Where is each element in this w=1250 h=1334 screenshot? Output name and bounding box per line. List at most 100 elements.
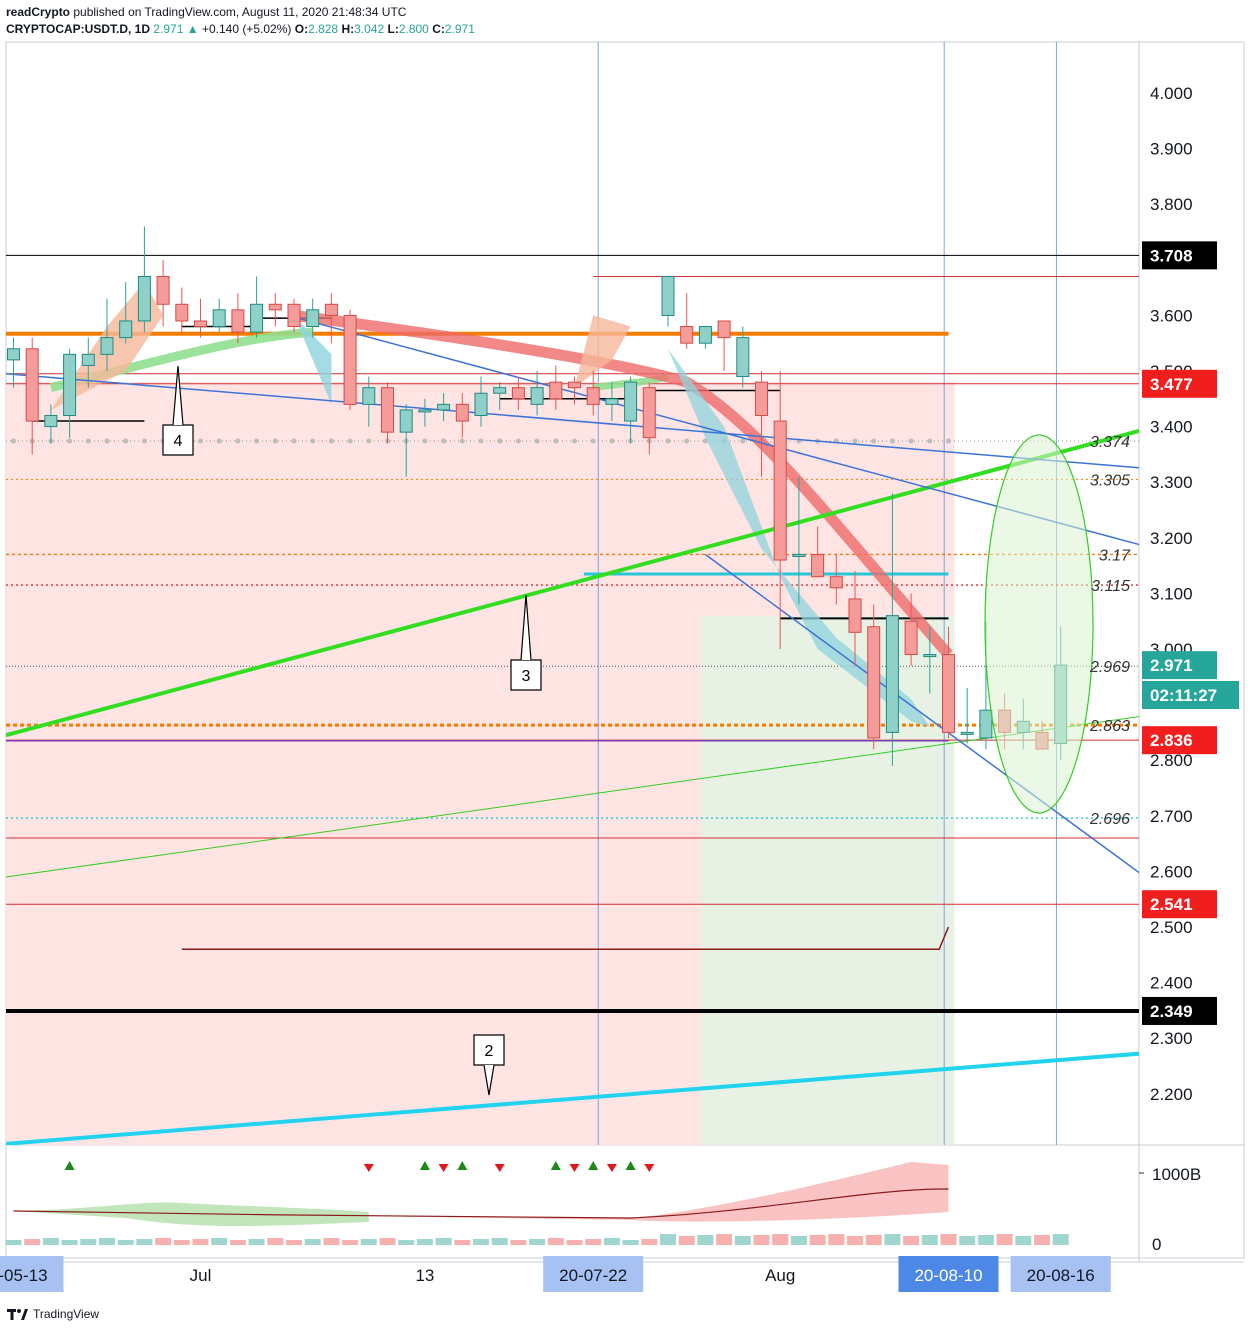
candle-body (100, 337, 114, 355)
signal-up-icon (550, 1161, 561, 1170)
callout-3: 3 (510, 594, 542, 691)
callout-2-label: 2 (485, 1043, 494, 1060)
candle-body (979, 709, 993, 739)
level-label: 3.115 (1091, 578, 1130, 595)
candle-body (399, 409, 413, 433)
x-axis-label: 20-05-13 (0, 1266, 48, 1285)
volume-bar (473, 1239, 489, 1245)
candle-body (437, 403, 451, 411)
volume-bar (959, 1236, 976, 1245)
y-tick-label: 3.200 (1150, 529, 1193, 548)
level-dot (908, 438, 914, 444)
y-tick-label: 3.600 (1150, 306, 1193, 325)
x-label-highlight (1010, 1256, 1111, 1292)
candle-body (904, 620, 918, 656)
callout-2-pointer (483, 1064, 495, 1096)
level-dot (123, 438, 129, 444)
publish-info: readCrypto published on TradingView.com,… (6, 5, 406, 19)
x-label-highlight (0, 1256, 64, 1292)
level-dot (11, 438, 16, 444)
indicator-green-cloud (13, 1202, 369, 1226)
price-badge: 2.836 (1150, 731, 1193, 750)
indicator-label-top: 1000B (1152, 1165, 1201, 1184)
x-axis-label: 20-08-16 (1027, 1266, 1095, 1285)
countdown-badge-bg (1142, 681, 1239, 709)
volume-bar (323, 1238, 340, 1245)
volume-bar (211, 1238, 228, 1245)
candle-body (642, 387, 656, 439)
candle-body (605, 398, 619, 405)
volume-bar (809, 1235, 826, 1245)
volume-bar (734, 1236, 751, 1245)
symbol-name: CRYPTOCAP:USDT.D, 1D (6, 22, 151, 36)
candle-body (848, 598, 862, 633)
y-tick-label: 3.800 (1150, 195, 1193, 214)
volume-bar (940, 1234, 957, 1245)
level-dot (459, 438, 465, 444)
volume-bar (585, 1239, 602, 1245)
open-value: 2.828 (308, 22, 339, 36)
candle-body (829, 576, 843, 589)
volume-bar (192, 1239, 209, 1245)
volume-bar (155, 1238, 172, 1245)
callout-2: 2 (473, 1034, 505, 1096)
y-tick-label: 2.400 (1150, 974, 1193, 993)
footer-brand[interactable]: TradingView (33, 1307, 100, 1321)
candle-body (736, 337, 750, 378)
price-badge: 3.708 (1150, 246, 1193, 265)
volume-bar (921, 1235, 938, 1245)
dark-red-line (181, 926, 950, 950)
signal-down-icon (569, 1164, 580, 1172)
candle-body (811, 553, 825, 578)
price-change: +0.140 (+5.02%) (201, 22, 292, 36)
level-dot (291, 438, 297, 444)
price-badge-bg (1142, 241, 1217, 270)
level-dot (198, 438, 203, 444)
candle-body (586, 387, 600, 405)
close-value: 2.971 (444, 22, 475, 36)
price-badge-bg (1142, 890, 1217, 919)
price-chart[interactable]: 4324.0003.9003.8003.6003.5003.4003.3003.… (0, 0, 1250, 1300)
level-dot (665, 438, 671, 444)
volume-bar (865, 1235, 882, 1245)
cyan-uptrend-line (6, 1051, 1139, 1145)
candle-body (455, 403, 469, 422)
price-badge: 2.349 (1150, 1002, 1193, 1021)
candle-body (942, 654, 955, 733)
x-axis-label: Jul (190, 1266, 212, 1285)
candle-body (25, 348, 39, 422)
volume-bar (847, 1236, 863, 1245)
volume-bar (42, 1238, 59, 1245)
candle-body (212, 309, 226, 328)
level-label: 2.863 (1089, 718, 1130, 735)
volume-bar (491, 1238, 508, 1245)
plot-area: 4 3 2 (6, 42, 1139, 1145)
signal-down-icon (438, 1164, 449, 1172)
x-axis-label: 20-07-22 (559, 1266, 627, 1285)
candle-body (792, 553, 806, 557)
level-dot (534, 438, 540, 444)
price-badge-bg (1142, 369, 1217, 398)
orange-cloud-2 (574, 315, 631, 388)
price-badge-bg (1142, 651, 1217, 680)
signal-up-icon (419, 1161, 430, 1170)
candle-body (698, 326, 712, 344)
candle-body (717, 320, 731, 339)
callout-2-box (473, 1034, 505, 1066)
level-dot (515, 438, 521, 444)
author-name[interactable]: readCrypto (6, 5, 71, 19)
volume-bar (304, 1239, 321, 1245)
candle-body (324, 303, 338, 316)
volume-bar (99, 1238, 115, 1245)
volume-bar (398, 1240, 415, 1245)
level-dot (609, 438, 615, 444)
volume-bar (678, 1236, 695, 1245)
y-tick-label: 2.300 (1150, 1029, 1193, 1048)
candle-body (624, 381, 638, 422)
blue-downtrend-line-1 (6, 373, 1139, 469)
level-dot (497, 438, 503, 444)
symbol-info: CRYPTOCAP:USDT.D, 1D 2.971 ▲ +0.140 (+5.… (6, 22, 475, 36)
volume-bar (884, 1234, 901, 1245)
volume-bar (61, 1240, 78, 1245)
volume-bar (24, 1239, 41, 1245)
